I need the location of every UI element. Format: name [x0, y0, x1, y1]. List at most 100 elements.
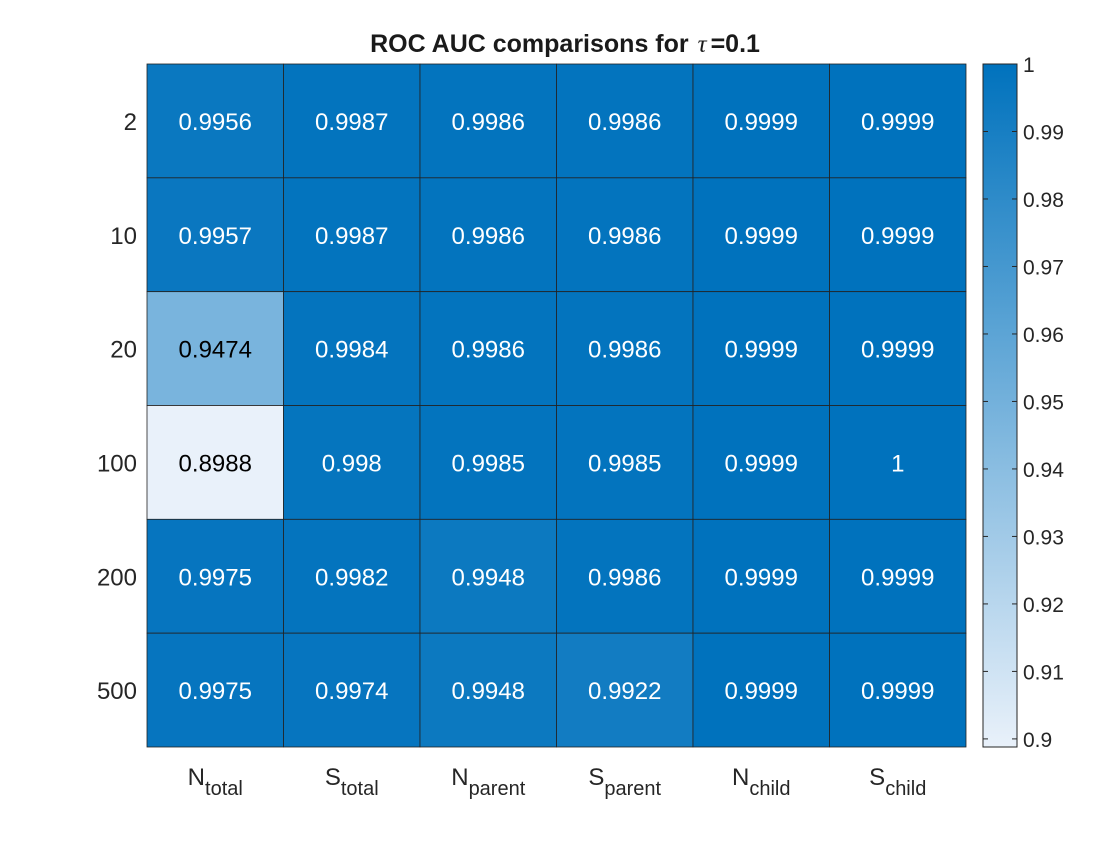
- column-label-subscript: child: [885, 778, 926, 800]
- cell-value-label: 0.9957: [179, 223, 252, 250]
- cell-value-label: 0.9999: [725, 678, 798, 705]
- colorbar-tick-label: 0.94: [1023, 459, 1064, 482]
- colorbar-gradient: [982, 63, 1018, 748]
- heatmap-cell: [556, 63, 694, 179]
- colorbar-tick-label: 1: [1023, 54, 1035, 77]
- column-tick-label: Schild: [869, 764, 926, 800]
- heatmap-cell: [692, 291, 830, 406]
- column-tick-label: Stotal: [325, 764, 379, 800]
- heatmap-cell: [283, 177, 421, 293]
- column-label-subscript: parent: [469, 778, 526, 800]
- column-label-base: N: [188, 764, 205, 791]
- heatmap-cell: [146, 632, 284, 748]
- heatmap-cell: [146, 518, 284, 634]
- heatmap-cell: [419, 63, 557, 179]
- row-tick-label: 20: [110, 337, 137, 364]
- column-label-subscript: total: [205, 778, 243, 800]
- cell-value-label: 0.9948: [452, 564, 525, 591]
- heatmap-cell: [419, 291, 557, 406]
- heatmap-cell: [283, 405, 421, 520]
- chart-title-value: =0.1: [711, 30, 760, 58]
- cell-value-label: 0.9999: [861, 564, 934, 591]
- heatmap-cell: [692, 405, 830, 520]
- column-label-base: S: [869, 764, 885, 791]
- column-label-base: S: [325, 764, 341, 791]
- heatmap-cell: [692, 518, 830, 634]
- cell-value-label: 0.9986: [452, 223, 525, 250]
- cell-value-label: 0.9999: [725, 223, 798, 250]
- row-tick-label: 10: [110, 223, 137, 250]
- cell-value-label: 0.9975: [179, 678, 252, 705]
- cell-value-label: 0.9986: [588, 223, 661, 250]
- row-tick-label: 100: [97, 450, 137, 477]
- row-tick-label: 2: [124, 109, 137, 136]
- colorbar: 0.9 0.91 0.92 0.93 0.94 0.95 0.96 0.97 0.98 0.99 1: [982, 54, 1064, 752]
- column-label-base: S: [588, 764, 604, 791]
- colorbar-tick-label: 0.92: [1023, 594, 1064, 617]
- cell-value-label: 0.998: [322, 450, 382, 477]
- column-tick-label: Nparent: [451, 764, 525, 800]
- heatmap-cell: [692, 63, 830, 179]
- cell-value-label: 1: [891, 450, 904, 477]
- colorbar-tick-label: 0.99: [1023, 121, 1064, 144]
- chart-title-text: ROC AUC comparisons for: [370, 30, 689, 58]
- heatmap-cell: [829, 291, 967, 406]
- cell-value-label: 0.9999: [861, 678, 934, 705]
- heatmap-cell: [283, 518, 421, 634]
- colorbar-tick-label: 0.93: [1023, 526, 1064, 549]
- row-labels: 2 10 20 100 200 500: [97, 109, 137, 705]
- heatmap-cell: [556, 291, 694, 406]
- heatmap-cell: [829, 63, 967, 179]
- row-tick-label: 200: [97, 564, 137, 591]
- cell-value-label: 0.9985: [452, 450, 525, 477]
- colorbar-tick-label: 0.98: [1023, 189, 1064, 212]
- column-tick-label: Ntotal: [188, 764, 243, 800]
- cell-value-label: 0.9999: [861, 109, 934, 136]
- heatmap-cell: [829, 405, 967, 520]
- heatmap-cell: [146, 405, 284, 520]
- chart-title: ROC AUC comparisons for τ =0.1: [370, 30, 760, 58]
- cell-value-label: 0.9999: [725, 109, 798, 136]
- heatmap-cell: [419, 518, 557, 634]
- heatmap-cell: [146, 177, 284, 293]
- heatmap-cell: [829, 177, 967, 293]
- heatmap-cell: [556, 405, 694, 520]
- chart-title-symbol: τ: [698, 31, 708, 58]
- heatmap-cells: 0.9956 0.9987 0.9986 0.9986 0.9999 0.9999 0.99…: [146, 63, 967, 748]
- column-label-subscript: total: [341, 778, 379, 800]
- cell-value-label: 0.9986: [452, 109, 525, 136]
- colorbar-tick-label: 0.97: [1023, 256, 1064, 279]
- heatmap-cell: [692, 632, 830, 748]
- column-label-base: N: [732, 764, 749, 791]
- cell-value-label: 0.9948: [452, 678, 525, 705]
- heatmap-cell: [556, 632, 694, 748]
- cell-value-label: 0.9974: [315, 678, 388, 705]
- colorbar-tick-label: 0.91: [1023, 661, 1064, 684]
- cell-value-label: 0.9474: [179, 337, 252, 364]
- colorbar-tick-label: 0.9: [1023, 729, 1052, 752]
- cell-value-label: 0.9999: [725, 564, 798, 591]
- heatmap-cell: [829, 632, 967, 748]
- heatmap-cell: [556, 177, 694, 293]
- row-tick-label: 500: [97, 678, 137, 705]
- cell-value-label: 0.9987: [315, 223, 388, 250]
- cell-value-label: 0.9985: [588, 450, 661, 477]
- cell-value-label: 0.9987: [315, 109, 388, 136]
- heatmap-cell: [419, 405, 557, 520]
- heatmap-cell: [829, 518, 967, 634]
- column-tick-label: Sparent: [588, 764, 661, 800]
- column-label-base: N: [451, 764, 468, 791]
- cell-value-label: 0.9986: [588, 109, 661, 136]
- column-label-subscript: child: [749, 778, 790, 800]
- heatmap-cell: [283, 63, 421, 179]
- cell-value-label: 0.9999: [861, 337, 934, 364]
- cell-value-label: 0.9986: [588, 337, 661, 364]
- heatmap-cell: [146, 291, 284, 406]
- cell-value-label: 0.9999: [725, 450, 798, 477]
- cell-value-label: 0.9999: [861, 223, 934, 250]
- colorbar-tick-label: 0.96: [1023, 324, 1064, 347]
- cell-value-label: 0.9922: [588, 678, 661, 705]
- cell-value-label: 0.8988: [179, 450, 252, 477]
